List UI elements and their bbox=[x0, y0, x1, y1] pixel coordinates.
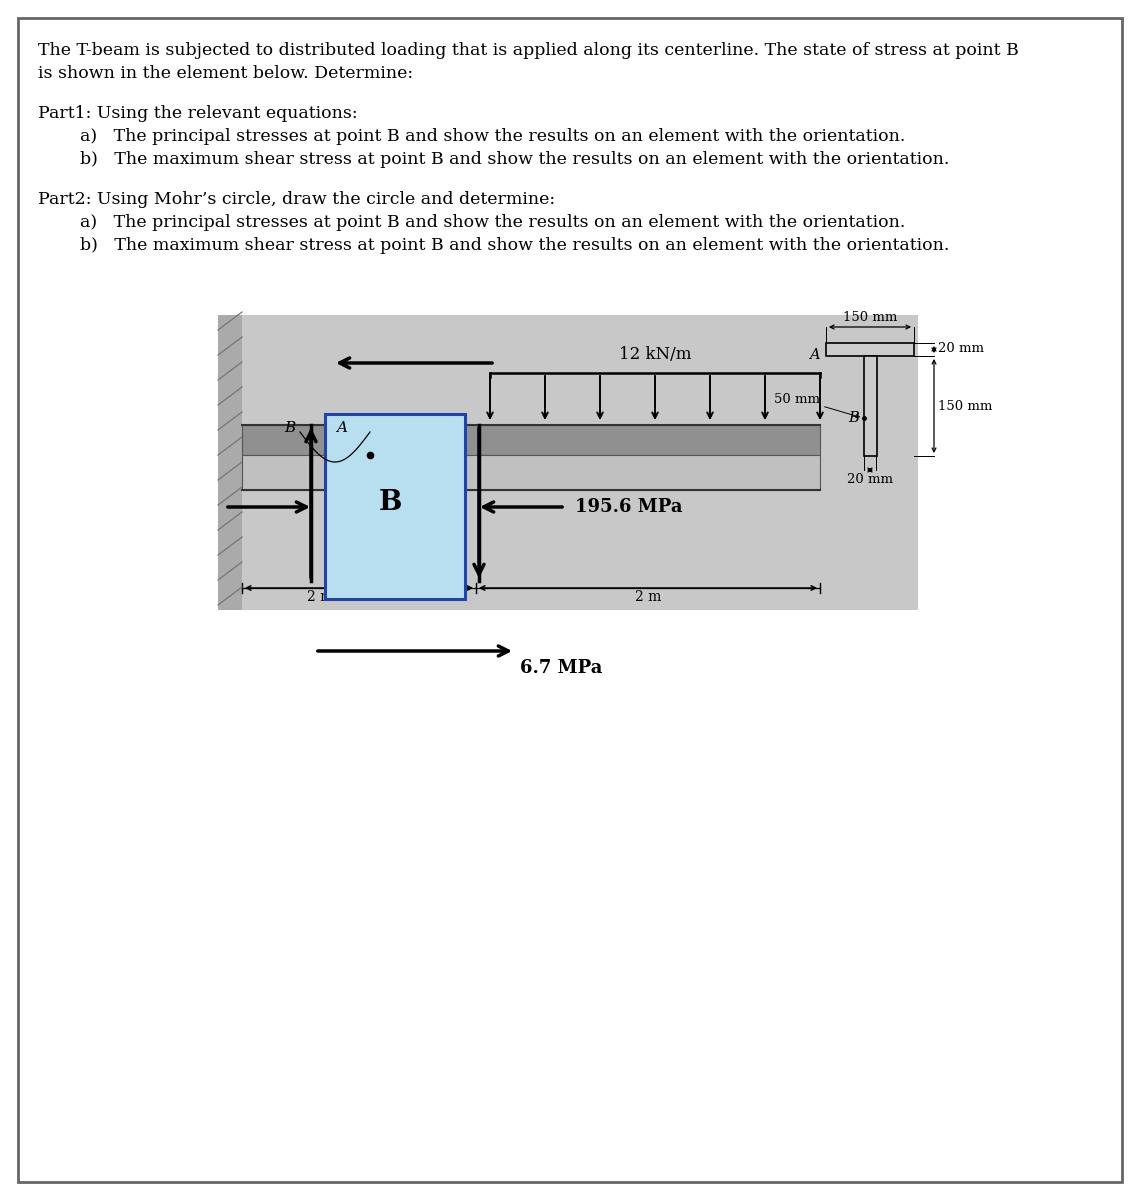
Text: A: A bbox=[809, 348, 820, 362]
Text: A: A bbox=[336, 421, 348, 434]
Bar bbox=[864, 356, 877, 456]
Text: 6.7 MPa: 6.7 MPa bbox=[520, 659, 602, 677]
Text: a)   The principal stresses at point B and show the results on an element with t: a) The principal stresses at point B and… bbox=[80, 214, 905, 230]
Text: B: B bbox=[848, 410, 860, 425]
Text: b)   The maximum shear stress at point B and show the results on an element with: b) The maximum shear stress at point B a… bbox=[80, 151, 950, 168]
Bar bbox=[218, 314, 242, 610]
Bar bbox=[242, 455, 820, 490]
Text: a)   The principal stresses at point B and show the results on an element with t: a) The principal stresses at point B and… bbox=[80, 128, 905, 145]
Bar bbox=[242, 425, 820, 455]
Text: B: B bbox=[284, 421, 295, 434]
Text: Part1: Using the relevant equations:: Part1: Using the relevant equations: bbox=[38, 104, 358, 122]
Bar bbox=[826, 343, 914, 356]
Text: 150 mm: 150 mm bbox=[938, 400, 993, 413]
Text: 1 m: 1 m bbox=[424, 590, 450, 604]
Text: 2 m: 2 m bbox=[635, 590, 661, 604]
Text: Part2: Using Mohr’s circle, draw the circle and determine:: Part2: Using Mohr’s circle, draw the cir… bbox=[38, 191, 555, 208]
Text: 150 mm: 150 mm bbox=[842, 311, 897, 324]
Text: B: B bbox=[378, 488, 401, 516]
Text: 12 kN/m: 12 kN/m bbox=[619, 346, 691, 362]
Bar bbox=[218, 314, 918, 610]
Text: b)   The maximum shear stress at point B and show the results on an element with: b) The maximum shear stress at point B a… bbox=[80, 236, 950, 254]
Bar bbox=[325, 414, 465, 599]
Text: 50 mm: 50 mm bbox=[774, 392, 820, 406]
Text: 20 mm: 20 mm bbox=[938, 342, 984, 355]
Text: The T-beam is subjected to distributed loading that is applied along its centerl: The T-beam is subjected to distributed l… bbox=[38, 42, 1019, 59]
Text: 195.6 MPa: 195.6 MPa bbox=[575, 498, 683, 516]
Text: 20 mm: 20 mm bbox=[847, 473, 893, 486]
Text: 2 m: 2 m bbox=[307, 590, 333, 604]
Text: is shown in the element below. Determine:: is shown in the element below. Determine… bbox=[38, 65, 413, 82]
